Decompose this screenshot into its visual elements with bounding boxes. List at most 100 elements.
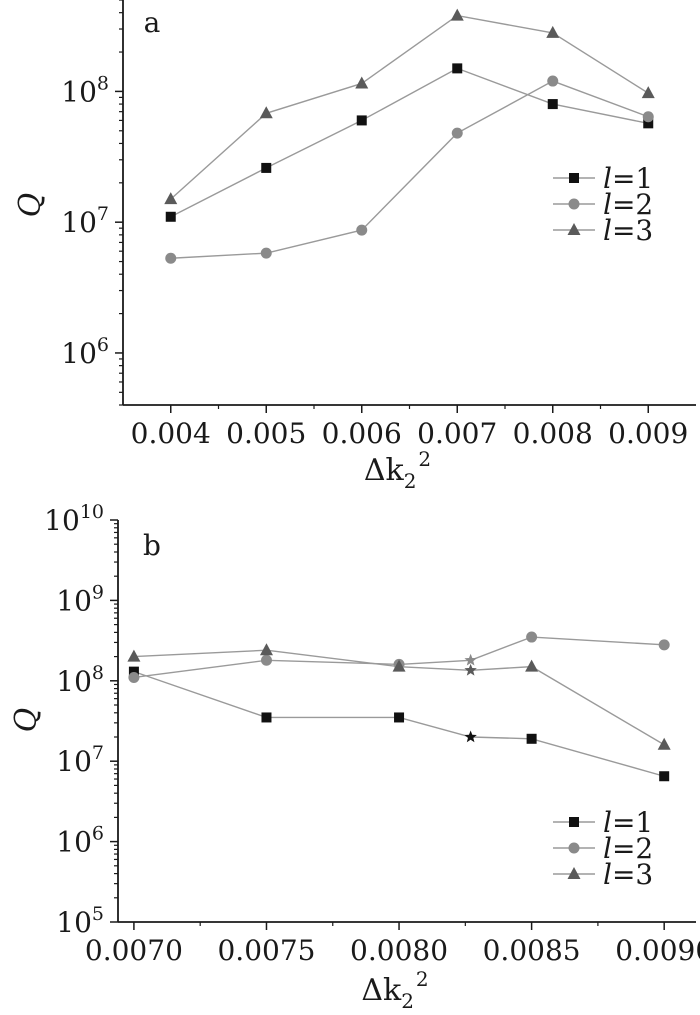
y-tick-exponent: 8 [97,72,109,94]
x-tick-label: 0.0080 [350,934,448,967]
y-tick-label: 107 [56,742,104,778]
legend-value: =1 [612,806,653,839]
series-line-l3 [133,649,665,746]
data-marker-triangle [164,192,178,205]
data-marker-circle [526,631,538,643]
x-axis-label: Δk22 [364,447,431,493]
data-marker-triangle [546,25,560,38]
data-marker-circle [547,75,559,87]
legend-variable: l [603,162,612,195]
x-axis-label-subscript: 2 [404,469,417,493]
legend-variable: l [603,858,612,891]
legend-entry-label: l=3 [603,858,653,891]
data-marker-circle [642,111,654,123]
data-marker-circle [128,671,140,683]
series-line-l1 [170,67,649,218]
x-tick-label: 0.0085 [483,934,581,967]
x-tick-label: 0.008 [513,417,593,450]
y-tick-exponent: 8 [92,662,104,684]
legend-marker-triangle [567,223,581,235]
x-axis-label-superscript: 2 [418,447,431,471]
data-marker-square [165,211,176,222]
y-tick-exponent: 10 [80,501,104,523]
y-tick-label: 106 [61,334,109,370]
y-tick-label: 108 [61,72,109,108]
x-tick-label: 0.007 [417,417,497,450]
x-tick-label: 0.004 [131,417,211,450]
y-tick-base: 10 [61,337,97,370]
y-tick-base: 10 [56,745,92,778]
legend-value: =3 [612,858,653,891]
y-tick-exponent: 6 [97,334,109,356]
y-tick-label: 105 [56,903,104,939]
series-line-l2 [133,636,665,679]
legend-marker-triangle [567,867,581,879]
x-tick-label: 0.0070 [85,934,183,967]
y-tick-base: 10 [56,584,92,617]
x-tick-label: 0.0075 [217,934,315,967]
series-line-l2 [170,80,649,259]
data-marker-square [659,771,670,782]
y-tick-exponent: 5 [92,903,104,925]
y-tick-base: 10 [56,906,92,939]
data-marker-triangle [259,106,273,119]
legend-value: =2 [612,832,653,865]
y-axis-label: Q [9,708,44,733]
y-tick-exponent: 9 [92,581,104,603]
legend-entry-label: l=1 [603,162,653,195]
data-marker-triangle [392,659,406,672]
y-tick-base: 10 [61,75,97,108]
legend-value: =2 [612,188,653,221]
data-marker-square [128,666,139,677]
star-data-marker [464,663,477,676]
legend-value: =3 [612,214,653,247]
y-tick-label: 106 [56,823,104,859]
x-axis-label-superscript: 2 [416,967,429,991]
data-marker-triangle [127,649,141,662]
y-tick-exponent: 6 [92,823,104,845]
x-axis-label-main: Δk [361,973,402,1008]
star-data-marker [464,653,477,666]
y-tick-label: 107 [61,203,109,239]
data-marker-square [261,712,272,723]
legend-variable: l [603,806,612,839]
data-marker-triangle [355,76,369,89]
x-axis-label: Δk22 [361,967,428,1013]
data-marker-square [547,99,558,110]
panel-label: a [144,6,161,39]
legend-marker-square [569,173,579,183]
legend-marker-circle [568,842,580,854]
y-tick-label: 1010 [44,501,104,537]
legend-entry-label: l=3 [603,214,653,247]
data-marker-triangle [641,86,655,99]
legend-variable: l [603,214,612,247]
data-marker-circle [356,224,368,236]
x-tick-label: 0.005 [226,417,306,450]
y-tick-base: 10 [56,826,92,859]
y-tick-exponent: 7 [97,203,109,225]
x-tick-label: 0.009 [608,417,688,450]
y-tick-label: 109 [56,581,104,617]
data-marker-triangle [525,659,539,672]
x-tick-label: 0.006 [322,417,402,450]
y-tick-base: 10 [44,504,80,537]
y-tick-base: 10 [61,206,97,239]
y-tick-base: 10 [56,665,92,698]
legend-variable: l [603,188,612,221]
y-tick-exponent: 7 [92,742,104,764]
data-marker-circle [260,654,272,666]
star-data-marker [464,730,477,743]
legend-marker-square [569,817,579,827]
data-marker-square [643,118,654,129]
data-marker-triangle [657,737,671,750]
y-tick-label: 108 [56,662,104,698]
legend-variable: l [603,832,612,865]
x-tick-label: 0.0090 [615,934,700,967]
data-marker-circle [451,127,463,139]
data-marker-square [452,63,463,74]
data-marker-circle [260,247,272,259]
panel-label: b [143,529,161,562]
